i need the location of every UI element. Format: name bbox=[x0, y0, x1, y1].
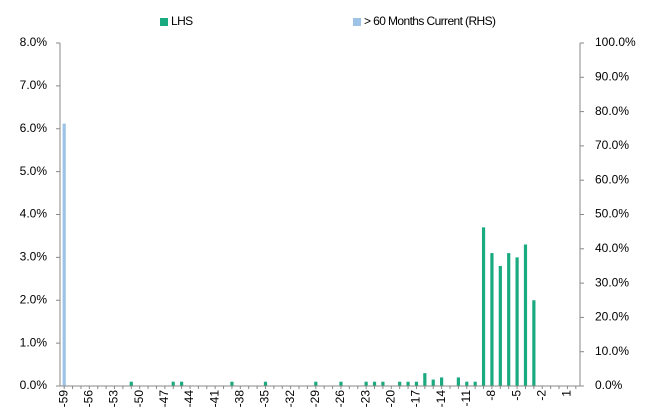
bar bbox=[507, 253, 511, 386]
x-tick-label: -5 bbox=[509, 390, 523, 401]
y2-tick-label: 80.0% bbox=[595, 104, 629, 118]
bar bbox=[180, 381, 184, 386]
x-tick-label: -59 bbox=[56, 390, 70, 408]
y2-tick-label: 10.0% bbox=[595, 344, 629, 358]
x-tick-label: -56 bbox=[82, 390, 96, 408]
bar bbox=[498, 265, 502, 386]
y2-tick-label: 70.0% bbox=[595, 138, 629, 152]
legend-swatch bbox=[353, 18, 361, 26]
bar bbox=[314, 381, 318, 386]
x-tick-label: -11 bbox=[459, 390, 473, 407]
x-tick-label: -53 bbox=[107, 390, 121, 408]
x-tick-label: -8 bbox=[484, 390, 498, 401]
bar bbox=[263, 381, 268, 386]
y-tick-label: 5.0% bbox=[20, 164, 48, 178]
bar bbox=[423, 373, 427, 386]
x-tick-label: -23 bbox=[358, 390, 372, 408]
x-tick-label: -41 bbox=[207, 390, 221, 408]
x-tick-label: -38 bbox=[232, 390, 246, 408]
x-tick-label: 1 bbox=[560, 390, 574, 397]
bar bbox=[481, 227, 486, 386]
x-tick-label: -35 bbox=[258, 390, 272, 408]
bar bbox=[456, 377, 460, 386]
bar bbox=[171, 381, 175, 386]
y2-tick-label: 100.0% bbox=[595, 35, 636, 49]
y2-tick-label: 30.0% bbox=[595, 275, 629, 289]
y-tick-label: 6.0% bbox=[20, 121, 48, 135]
x-tick-label: -50 bbox=[132, 390, 146, 408]
bar bbox=[406, 381, 410, 386]
y2-tick-label: 90.0% bbox=[595, 69, 629, 83]
legend-swatch bbox=[160, 18, 168, 26]
x-tick-label: -17 bbox=[409, 390, 423, 408]
bar bbox=[230, 381, 234, 386]
y2-tick-label: 40.0% bbox=[595, 241, 629, 255]
y-tick-label: 0.0% bbox=[20, 378, 48, 392]
x-tick-label: -26 bbox=[333, 390, 347, 408]
bar bbox=[431, 379, 435, 386]
y2-tick-label: 0.0% bbox=[595, 378, 623, 392]
x-tick-label: -47 bbox=[157, 390, 171, 408]
bar bbox=[532, 300, 536, 386]
y-tick-label: 8.0% bbox=[20, 35, 48, 49]
bar bbox=[440, 377, 444, 386]
x-tick-label: -44 bbox=[182, 390, 196, 408]
x-tick-label: -32 bbox=[283, 390, 297, 408]
bar bbox=[465, 381, 469, 386]
y2-tick-label: 50.0% bbox=[595, 207, 629, 221]
legend-label: > 60 Months Current (RHS) bbox=[364, 14, 496, 28]
bar bbox=[129, 381, 133, 386]
bar bbox=[523, 244, 528, 386]
y-tick-label: 3.0% bbox=[20, 250, 48, 264]
bar bbox=[398, 381, 402, 386]
y-tick-label: 4.0% bbox=[20, 207, 48, 221]
bar bbox=[62, 123, 66, 386]
x-tick-label: -2 bbox=[534, 390, 548, 401]
bar bbox=[364, 381, 368, 386]
bar bbox=[372, 381, 377, 386]
x-tick-label: -20 bbox=[383, 390, 397, 408]
bar bbox=[515, 257, 519, 386]
y2-tick-label: 60.0% bbox=[595, 172, 629, 186]
y-tick-label: 2.0% bbox=[20, 292, 48, 306]
bar bbox=[473, 381, 477, 386]
y2-tick-label: 20.0% bbox=[595, 310, 629, 324]
x-tick-label: -29 bbox=[308, 390, 322, 408]
y-tick-label: 7.0% bbox=[20, 78, 48, 92]
bar bbox=[339, 381, 343, 386]
bar bbox=[490, 253, 494, 386]
y-tick-label: 1.0% bbox=[20, 335, 48, 349]
bar bbox=[414, 381, 419, 386]
legend-label: LHS bbox=[171, 14, 193, 28]
x-tick-label: -14 bbox=[434, 390, 448, 408]
bar bbox=[381, 381, 385, 386]
